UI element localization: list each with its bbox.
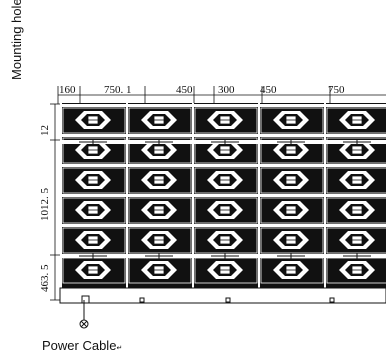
module-cell [62,107,126,134]
dim-top-1: 160 [59,84,76,96]
module-cell [260,167,324,194]
module-cell [326,257,386,284]
left-dimension-line [50,103,60,301]
bottom-frame [59,287,386,304]
column-rail [126,103,128,288]
row-divider [62,134,386,137]
module-cell [326,107,386,134]
module-cell [128,137,192,164]
module-cell [326,227,386,254]
module-cell [326,197,386,224]
module-cell [260,197,324,224]
module-cell [128,227,192,254]
module-cell [194,137,258,164]
dim-left-3: 463. 5 [39,264,51,292]
column-rail [324,103,326,288]
module-cell [194,107,258,134]
module-cell [194,227,258,254]
circle-x-icon [79,319,89,329]
row-divider [62,164,386,167]
dim-top-3: 450 [176,84,193,96]
module-cell [128,197,192,224]
module-cell [194,167,258,194]
dim-left-2: 1012. 5 [39,188,51,222]
module-cell [128,107,192,134]
module-cell [62,227,126,254]
module-cell [62,167,126,194]
mounting-holes-label: Mounting holes↵ [9,0,24,80]
module-cell [128,257,192,284]
row-divider [62,224,386,227]
module-cell [62,137,126,164]
module-cell [194,257,258,284]
dim-left-1: 12 [39,125,51,136]
dim-top-5: 450 [260,84,277,96]
bottom-frame-holes [81,295,335,304]
column-rail [60,103,62,288]
row-divider [62,104,386,107]
module-cell [326,167,386,194]
module-cell [62,257,126,284]
top-dimension-line [57,86,386,104]
dim-top-6: 750 [328,84,345,96]
module-cell [326,137,386,164]
power-cable-label: Power Cable↵ [42,338,122,353]
module-cell [260,257,324,284]
module-cell [62,197,126,224]
column-rail [258,103,260,288]
module-cell [194,197,258,224]
row-divider [62,194,386,197]
module-grid [60,103,386,288]
dim-top-2: 750. 1 [104,84,132,96]
module-cell [260,227,324,254]
module-cell [260,137,324,164]
module-cell [260,107,324,134]
module-cell [128,167,192,194]
dim-top-4: 300 [218,84,235,96]
column-rail [192,103,194,288]
